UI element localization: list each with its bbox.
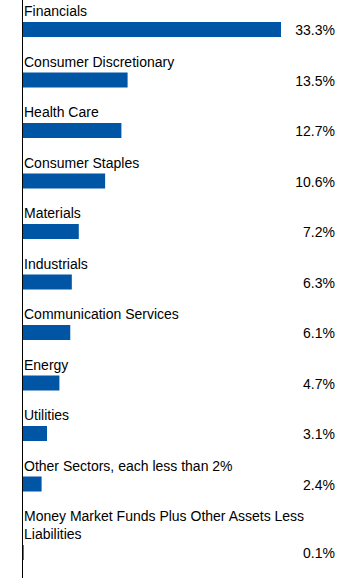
bar <box>23 224 79 239</box>
category-label: Financials <box>24 3 87 19</box>
bar <box>23 376 59 391</box>
bars <box>23 22 281 560</box>
category-label: Materials <box>24 205 81 221</box>
category-label: Health Care <box>24 104 99 120</box>
bar <box>23 426 47 441</box>
data-label: 6.1% <box>303 325 335 341</box>
category-label: Utilities <box>24 407 69 423</box>
data-label: 0.1% <box>303 545 335 561</box>
category-labels: Financials Consumer Discretionary Health C… <box>24 3 304 542</box>
data-label: 3.1% <box>303 426 335 442</box>
data-label: 4.7% <box>303 376 335 392</box>
data-label: 6.3% <box>303 275 335 291</box>
data-label: 2.4% <box>303 477 335 493</box>
bar <box>23 545 24 560</box>
bar <box>23 174 105 189</box>
data-label: 33.3% <box>295 22 335 38</box>
chart: Financials Consumer Discretionary Health C… <box>0 0 360 587</box>
category-label: Communication Services <box>24 306 179 322</box>
data-label: 10.6% <box>295 174 335 190</box>
data-label: 7.2% <box>303 224 335 240</box>
data-label: 13.5% <box>295 73 335 89</box>
bar <box>23 22 281 37</box>
category-label: Consumer Discretionary <box>24 54 174 70</box>
axis-line <box>22 0 23 578</box>
data-label: 12.7% <box>295 123 335 139</box>
bar <box>23 123 121 138</box>
bar <box>23 477 42 492</box>
category-label: Industrials <box>24 256 88 272</box>
data-labels: 33.3% 13.5% 12.7% 10.6% 7.2% 6.3% 6.1% 4.7% 3.1%… <box>295 22 335 561</box>
bar <box>23 73 128 88</box>
bar <box>23 325 70 340</box>
category-label: Other Sectors, each less than 2% <box>24 458 233 474</box>
bar <box>23 275 72 290</box>
category-label: Energy <box>24 357 68 373</box>
category-label: Consumer Staples <box>24 155 139 171</box>
category-label: Money Market Funds Plus Other Assets Les… <box>24 508 304 542</box>
